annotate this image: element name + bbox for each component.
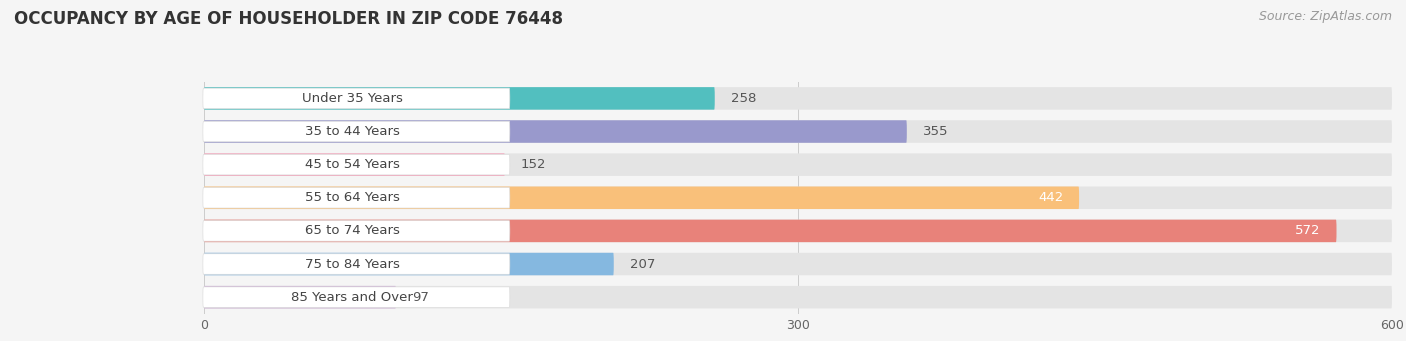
FancyBboxPatch shape <box>204 153 1392 176</box>
FancyBboxPatch shape <box>202 254 510 274</box>
Text: OCCUPANCY BY AGE OF HOUSEHOLDER IN ZIP CODE 76448: OCCUPANCY BY AGE OF HOUSEHOLDER IN ZIP C… <box>14 10 562 28</box>
FancyBboxPatch shape <box>202 287 510 308</box>
FancyBboxPatch shape <box>204 220 1337 242</box>
Text: 75 to 84 Years: 75 to 84 Years <box>305 257 399 270</box>
FancyBboxPatch shape <box>204 253 614 275</box>
FancyBboxPatch shape <box>204 286 1392 308</box>
FancyBboxPatch shape <box>202 221 510 241</box>
FancyBboxPatch shape <box>202 154 510 175</box>
Text: 65 to 74 Years: 65 to 74 Years <box>305 224 399 237</box>
Text: 85 Years and Over: 85 Years and Over <box>291 291 413 303</box>
FancyBboxPatch shape <box>204 120 907 143</box>
Text: 442: 442 <box>1038 191 1063 204</box>
Text: 45 to 54 Years: 45 to 54 Years <box>305 158 399 171</box>
Text: Source: ZipAtlas.com: Source: ZipAtlas.com <box>1258 10 1392 23</box>
FancyBboxPatch shape <box>204 220 1392 242</box>
Text: 97: 97 <box>412 291 429 303</box>
Text: 572: 572 <box>1295 224 1320 237</box>
FancyBboxPatch shape <box>204 187 1078 209</box>
FancyBboxPatch shape <box>202 188 510 208</box>
Text: 55 to 64 Years: 55 to 64 Years <box>305 191 399 204</box>
FancyBboxPatch shape <box>204 153 505 176</box>
FancyBboxPatch shape <box>204 286 396 308</box>
FancyBboxPatch shape <box>204 187 1392 209</box>
FancyBboxPatch shape <box>204 120 1392 143</box>
Text: 207: 207 <box>630 257 655 270</box>
Text: 152: 152 <box>520 158 546 171</box>
FancyBboxPatch shape <box>202 88 510 109</box>
FancyBboxPatch shape <box>204 87 714 110</box>
Text: 35 to 44 Years: 35 to 44 Years <box>305 125 399 138</box>
Text: 355: 355 <box>922 125 948 138</box>
FancyBboxPatch shape <box>202 121 510 142</box>
Text: Under 35 Years: Under 35 Years <box>302 92 402 105</box>
FancyBboxPatch shape <box>204 253 1392 275</box>
Text: 258: 258 <box>731 92 756 105</box>
FancyBboxPatch shape <box>204 87 1392 110</box>
